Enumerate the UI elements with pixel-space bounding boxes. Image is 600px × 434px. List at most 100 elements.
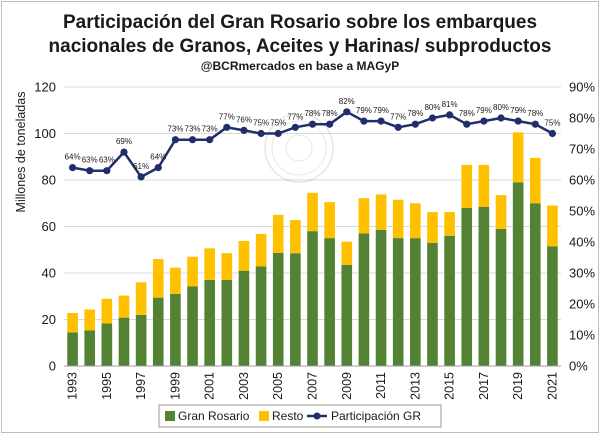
bar-gran-rosario — [478, 206, 490, 366]
participation-point — [206, 136, 214, 144]
bar-resto — [84, 309, 96, 331]
bar-resto — [290, 219, 301, 254]
participation-point — [326, 120, 334, 128]
y-tick-label: 0 — [49, 359, 56, 374]
chart-title-line-2: nacionales de Granos, Aceites y Harinas/… — [49, 36, 552, 57]
bar-gran-rosario — [170, 293, 181, 366]
bar-gran-rosario — [255, 266, 267, 366]
bar-gran-rosario — [238, 270, 250, 366]
participation-point — [291, 123, 299, 131]
x-tick-label: 2021 — [545, 372, 559, 400]
bar-gran-rosario — [221, 279, 233, 366]
bar-resto — [495, 195, 507, 229]
y2-tick-label: 40% — [569, 235, 595, 250]
bar-gran-rosario — [101, 323, 113, 366]
legend-swatch-gran-rosario — [165, 411, 175, 421]
participation-point — [394, 123, 402, 131]
participation-label: 80% — [493, 103, 509, 112]
legend: Gran Rosario Resto Participación GR — [158, 404, 442, 428]
bar-resto — [135, 282, 147, 315]
x-tick-label: 2013 — [408, 372, 422, 400]
participation-label: 79% — [373, 106, 389, 115]
x-tick-label: 2011 — [374, 372, 388, 399]
x-tick-label: 1993 — [66, 372, 80, 400]
participation-label: 75% — [544, 119, 560, 128]
y2-tick-label: 20% — [569, 297, 595, 312]
bar-gran-rosario — [84, 330, 96, 366]
participation-label: 73% — [202, 125, 218, 134]
bar-gran-rosario — [547, 246, 558, 366]
bar-resto — [67, 312, 78, 333]
y-axis-label: Millones de toneladas — [14, 92, 28, 213]
bar-resto — [512, 132, 524, 183]
bar-resto — [221, 253, 233, 280]
legend-label-participacion: Participación GR — [331, 409, 421, 423]
participation-point — [497, 114, 505, 122]
bar-gran-rosario — [444, 235, 455, 366]
bar-gran-rosario — [290, 253, 301, 366]
y2-tick-label: 0% — [569, 359, 588, 374]
bar-resto — [238, 240, 250, 271]
x-tick-label: 1995 — [100, 372, 114, 400]
bar-resto — [358, 198, 370, 234]
participation-label: 75% — [253, 119, 269, 128]
participation-label: 69% — [116, 137, 132, 146]
bar-resto — [427, 212, 438, 243]
bar-resto — [204, 248, 215, 280]
participation-point — [377, 117, 385, 125]
bar-resto — [255, 233, 267, 267]
y-tick-label: 100 — [34, 126, 56, 141]
participation-point — [137, 173, 145, 181]
bar-gran-rosario — [272, 252, 284, 366]
participation-point — [240, 126, 248, 134]
y2-tick-label: 70% — [569, 142, 595, 157]
bar-resto — [187, 256, 198, 287]
participation-point — [257, 129, 265, 138]
participation-label: 80% — [424, 103, 440, 112]
participation-label: 63% — [82, 156, 98, 165]
x-tick-label: 2001 — [203, 372, 217, 400]
participation-label: 73% — [167, 125, 183, 134]
bar-gran-rosario — [187, 286, 198, 366]
bar-gran-rosario — [427, 242, 438, 366]
participation-label: 79% — [356, 106, 372, 115]
participation-label: 77% — [219, 112, 235, 121]
y-tick-label: 80 — [42, 173, 56, 188]
participation-label: 79% — [510, 106, 526, 115]
x-tick-label: 2005 — [271, 372, 285, 400]
y-tick-label: 60 — [42, 219, 56, 234]
y2-tick-label: 80% — [569, 111, 595, 126]
participation-point — [463, 120, 471, 128]
participation-label: 78% — [527, 109, 543, 118]
participation-label: 78% — [322, 109, 338, 118]
bar-gran-rosario — [375, 229, 387, 366]
bar-gran-rosario — [358, 233, 370, 366]
x-tick-label: 2015 — [443, 372, 457, 400]
participation-label: 64% — [150, 153, 166, 162]
legend-box — [158, 404, 442, 428]
bar-gran-rosario — [529, 203, 541, 366]
x-tick-label: 2009 — [340, 372, 354, 400]
bar-resto — [529, 157, 541, 204]
participation-point — [154, 164, 162, 172]
bar-resto — [101, 298, 113, 324]
bar-gran-rosario — [324, 238, 335, 366]
participation-point — [103, 167, 111, 175]
y-tick-label: 40 — [42, 266, 56, 281]
participation-point — [480, 117, 488, 125]
legend-swatch-resto — [259, 411, 269, 421]
y2-tick-label: 90% — [569, 80, 595, 95]
y-axis-left: 0 20 40 60 80 100 120 — [34, 80, 56, 374]
participation-label: 75% — [270, 119, 286, 128]
participation-point — [446, 111, 454, 119]
participation-point — [428, 114, 437, 122]
bar-gran-rosario — [512, 182, 524, 366]
y-tick-label: 20 — [42, 312, 56, 327]
participation-label: 78% — [304, 109, 320, 118]
chart-title-line-1: Participación del Gran Rosario sobre los… — [63, 12, 537, 33]
participation-label: 77% — [287, 112, 303, 121]
bar-gran-rosario — [495, 228, 507, 366]
participation-point — [548, 129, 557, 138]
bar-resto — [170, 267, 181, 294]
participation-point — [274, 129, 282, 138]
